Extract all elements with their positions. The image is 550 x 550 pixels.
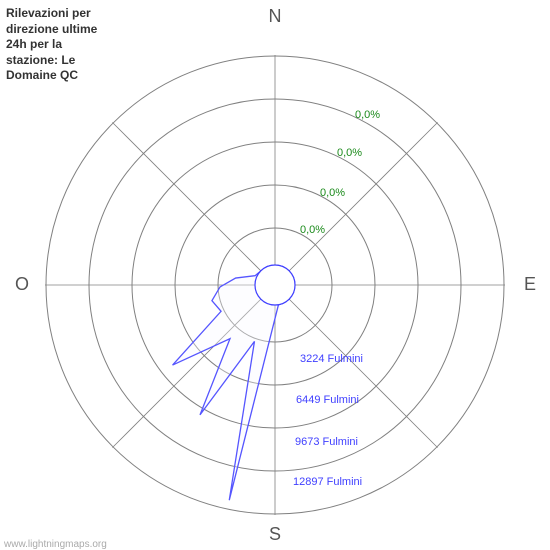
ring-label: 0,0%	[300, 224, 325, 236]
radial-spoke	[275, 285, 438, 448]
radial-count-label: 3224 Fulmini	[300, 353, 363, 365]
ring-label: 0,0%	[337, 147, 362, 159]
hub-circle	[255, 265, 295, 305]
radial-count-label: 9673 Fulmini	[295, 436, 358, 448]
radial-spoke	[112, 122, 275, 285]
ring-label: 0,0%	[320, 187, 345, 199]
cardinal-E: E	[524, 274, 536, 294]
cardinal-N: N	[269, 6, 282, 26]
ring-label: 0,0%	[355, 109, 380, 121]
polar-chart: 0,0% 0,0% 0,0% 0,0% 3224 Fulmini 6449 Fulmini…	[0, 0, 550, 550]
radial-count-label: 6449 Fulmini	[296, 394, 359, 406]
radial-count-label: 12897 Fulmini	[293, 476, 362, 488]
cardinal-O: O	[15, 274, 29, 294]
cardinal-S: S	[269, 524, 281, 544]
